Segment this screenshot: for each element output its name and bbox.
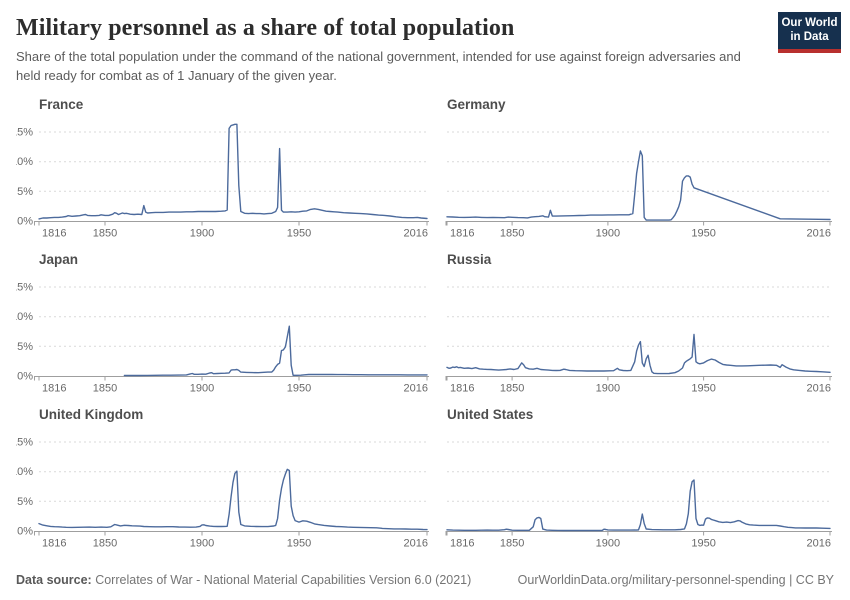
owid-logo-accent-bar xyxy=(778,49,841,53)
data-source-note: Data source: Correlates of War - Nationa… xyxy=(16,573,471,587)
owid-logo-text: Our World in Data xyxy=(778,12,841,49)
svg-text:1850: 1850 xyxy=(93,383,117,395)
panel-title-france: France xyxy=(39,97,84,112)
svg-text:1900: 1900 xyxy=(596,383,620,395)
svg-text:1900: 1900 xyxy=(596,228,620,240)
svg-text:1950: 1950 xyxy=(287,228,311,240)
line-chart-germany: 1816 1850 1900 1950 2016 xyxy=(445,131,832,240)
svg-text:1850: 1850 xyxy=(93,538,117,550)
svg-text:2016: 2016 xyxy=(404,538,428,550)
svg-text:10%: 10% xyxy=(16,156,33,168)
data-source-label: Data source: xyxy=(16,573,92,587)
data-source-text: Correlates of War - National Material Ca… xyxy=(91,573,472,587)
svg-text:5%: 5% xyxy=(17,186,33,198)
svg-text:0%: 0% xyxy=(17,526,33,538)
panel-japan: Japan 1816 1850 1900 1950 2016 0% 5% 10% 15% xyxy=(16,243,445,398)
line-chart-france: 1816 1850 1900 1950 2016 0% 5% 10% 15% xyxy=(16,123,429,240)
svg-text:1900: 1900 xyxy=(190,383,214,395)
svg-text:1816: 1816 xyxy=(450,383,474,395)
svg-text:5%: 5% xyxy=(17,341,33,353)
svg-text:1816: 1816 xyxy=(450,538,474,550)
svg-text:1950: 1950 xyxy=(691,228,715,240)
panel-france: France 1816 1850 1900 1950 2016 0% 5% 10% 15% xyxy=(16,88,445,243)
svg-text:2016: 2016 xyxy=(807,538,831,550)
panel-germany: Germany 1816 1850 1900 1950 2016 xyxy=(445,88,834,243)
svg-text:1850: 1850 xyxy=(93,228,117,240)
svg-text:1816: 1816 xyxy=(42,538,66,550)
svg-text:15%: 15% xyxy=(16,282,33,294)
chart-footer: Data source: Correlates of War - Nationa… xyxy=(0,573,850,600)
line-chart-united-kingdom: 1816 1850 1900 1950 2016 0% 5% 10% 15% xyxy=(16,437,429,550)
svg-text:1950: 1950 xyxy=(287,383,311,395)
svg-text:15%: 15% xyxy=(16,437,33,449)
panel-russia: Russia 1816 1850 1900 1950 2016 xyxy=(445,243,834,398)
panel-title-united-states: United States xyxy=(447,407,534,422)
svg-text:1900: 1900 xyxy=(596,538,620,550)
panel-united-kingdom: United Kingdom 181618501900195020160%5%1… xyxy=(16,398,445,553)
svg-text:1950: 1950 xyxy=(691,538,715,550)
svg-text:1850: 1850 xyxy=(500,383,524,395)
owid-url-license: OurWorldinData.org/military-personnel-sp… xyxy=(517,573,834,587)
owid-logo-line1: Our World xyxy=(781,17,838,29)
svg-text:2016: 2016 xyxy=(807,383,831,395)
svg-text:1850: 1850 xyxy=(500,538,524,550)
svg-text:0%: 0% xyxy=(17,371,33,383)
line-chart-russia: 1816 1850 1900 1950 2016 xyxy=(445,286,832,395)
svg-text:5%: 5% xyxy=(17,496,33,508)
page-title: Military personnel as a share of total p… xyxy=(16,15,515,41)
panel-title-united-kingdom: United Kingdom xyxy=(39,407,144,422)
line-chart-united-states: 1816 1850 1900 1950 2016 xyxy=(445,441,832,550)
svg-text:1900: 1900 xyxy=(190,538,214,550)
svg-text:1950: 1950 xyxy=(287,538,311,550)
panel-title-germany: Germany xyxy=(447,97,506,112)
svg-text:2016: 2016 xyxy=(807,228,831,240)
svg-text:1850: 1850 xyxy=(500,228,524,240)
svg-text:1950: 1950 xyxy=(691,383,715,395)
svg-text:10%: 10% xyxy=(16,311,33,323)
chart-header: Military personnel as a share of total p… xyxy=(0,0,850,87)
panel-title-japan: Japan xyxy=(39,252,79,267)
svg-text:15%: 15% xyxy=(16,127,33,139)
svg-text:1816: 1816 xyxy=(450,228,474,240)
facet-grid: France 1816 1850 1900 1950 2016 0% 5% 10% 15% Ge… xyxy=(0,88,850,553)
panel-title-russia: Russia xyxy=(447,252,492,267)
svg-text:1816: 1816 xyxy=(42,228,66,240)
owid-logo: Our World in Data xyxy=(778,12,841,53)
chart-subtitle: Share of the total population under the … xyxy=(16,49,741,83)
svg-text:1900: 1900 xyxy=(190,228,214,240)
svg-text:10%: 10% xyxy=(16,466,33,478)
svg-text:2016: 2016 xyxy=(404,383,428,395)
panel-united-states: United States 1816 1850 1900 1950 2016 xyxy=(445,398,834,553)
svg-text:1816: 1816 xyxy=(42,383,66,395)
line-chart-japan: 1816 1850 1900 1950 2016 0% 5% 10% 15% xyxy=(16,282,429,395)
svg-text:0%: 0% xyxy=(17,216,33,228)
owid-logo-line2: in Data xyxy=(790,30,829,43)
svg-text:2016: 2016 xyxy=(404,228,428,240)
